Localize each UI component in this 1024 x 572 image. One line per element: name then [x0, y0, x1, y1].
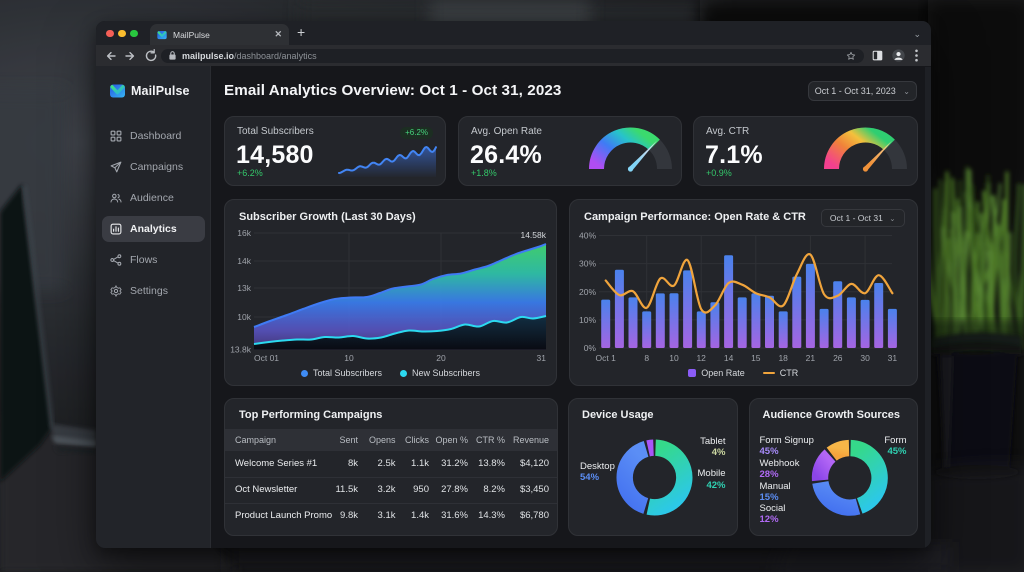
svg-text:Oct 01: Oct 01	[254, 353, 279, 363]
svg-text:20%: 20%	[579, 287, 596, 297]
svg-text:15: 15	[751, 353, 761, 363]
svg-text:0%: 0%	[584, 343, 597, 353]
svg-text:13.8k: 13.8k	[230, 345, 252, 355]
svg-text:13k: 13k	[237, 283, 251, 293]
svg-text:10k: 10k	[237, 312, 251, 322]
svg-text:18: 18	[778, 353, 788, 363]
svg-text:10: 10	[669, 353, 679, 363]
svg-text:31: 31	[537, 353, 547, 363]
svg-text:14k: 14k	[237, 256, 251, 266]
svg-text:16k: 16k	[237, 228, 251, 238]
svg-text:21: 21	[806, 353, 816, 363]
svg-text:40%: 40%	[579, 231, 596, 241]
svg-text:26: 26	[833, 353, 843, 363]
svg-text:10: 10	[344, 353, 354, 363]
svg-text:14: 14	[724, 353, 734, 363]
svg-text:Oct 1: Oct 1	[596, 353, 617, 363]
svg-text:30: 30	[860, 353, 870, 363]
svg-text:12: 12	[696, 353, 706, 363]
svg-text:30%: 30%	[579, 259, 596, 269]
svg-text:10%: 10%	[579, 315, 596, 325]
svg-text:8: 8	[644, 353, 649, 363]
svg-text:20: 20	[436, 353, 446, 363]
svg-text:14.58k: 14.58k	[520, 230, 546, 240]
svg-text:31: 31	[888, 353, 898, 363]
